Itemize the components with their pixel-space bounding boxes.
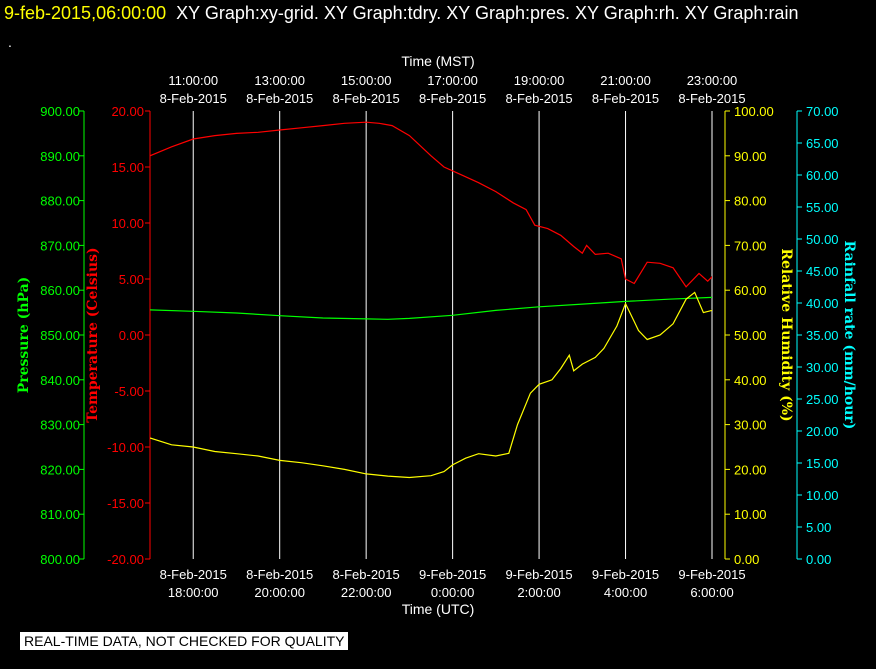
bottom-tick-label-date: 8-Feb-2015 <box>160 567 227 582</box>
top-tick-label-time: 19:00:00 <box>514 73 565 88</box>
rainfall-tick-label: 35.00 <box>806 328 839 343</box>
humidity-tick-label: 30.00 <box>734 418 767 433</box>
top-tick-label-date: 8-Feb-2015 <box>246 91 313 106</box>
top-tick-label-time: 23:00:00 <box>687 73 738 88</box>
humidity-tick-label: 40.00 <box>734 373 767 388</box>
temperature-tick-label: -20.00 <box>107 552 144 567</box>
temperature-tick-label: 10.00 <box>111 216 144 231</box>
humidity-tick-label: 50.00 <box>734 328 767 343</box>
top-tick-label-date: 8-Feb-2015 <box>160 91 227 106</box>
pressure-tick-label: 800.00 <box>40 552 80 567</box>
rainfall-tick-label: 40.00 <box>806 296 839 311</box>
rainfall-tick-label: 45.00 <box>806 264 839 279</box>
top-tick-label-time: 21:00:00 <box>600 73 651 88</box>
pressure-tick-label: 810.00 <box>40 507 80 522</box>
pressure-tick-label: 900.00 <box>40 104 80 119</box>
date-stamp: 9-feb-2015,06:00:00 <box>4 3 167 23</box>
temperature-tick-label: -15.00 <box>107 496 144 511</box>
bottom-tick-label-date: 9-Feb-2015 <box>505 567 572 582</box>
bottom-tick-label-date: 8-Feb-2015 <box>333 567 400 582</box>
pressure-tick-label: 880.00 <box>40 194 80 209</box>
top-tick-label-date: 8-Feb-2015 <box>419 91 486 106</box>
rainfall-tick-label: 0.00 <box>806 552 831 567</box>
rainfall-tick-label: 50.00 <box>806 232 839 247</box>
top-tick-label-date: 8-Feb-2015 <box>333 91 400 106</box>
temperature-tick-label: 20.00 <box>111 104 144 119</box>
top-tick-label-time: 15:00:00 <box>341 73 392 88</box>
rainfall-tick-label: 60.00 <box>806 168 839 183</box>
bottom-tick-label-time: 22:00:00 <box>341 585 392 600</box>
rainfall-tick-label: 25.00 <box>806 392 839 407</box>
pressure-tick-label: 820.00 <box>40 462 80 477</box>
top-tick-label-date: 8-Feb-2015 <box>592 91 659 106</box>
humidity-axis-title: Relative Humidity (%) <box>778 248 794 421</box>
humidity-series-line <box>150 291 712 479</box>
temperature-axis-title: Temperature (Celsius) <box>85 247 101 422</box>
temperature-tick-label: -10.00 <box>107 440 144 455</box>
pressure-series-line <box>150 296 712 320</box>
bottom-tick-label-time: 4:00:00 <box>604 585 647 600</box>
rainfall-tick-label: 55.00 <box>806 200 839 215</box>
pressure-tick-label: 850.00 <box>40 328 80 343</box>
bottom-tick-label-time: 18:00:00 <box>168 585 219 600</box>
humidity-tick-label: 90.00 <box>734 149 767 164</box>
bottom-tick-label-date: 8-Feb-2015 <box>246 567 313 582</box>
rainfall-tick-label: 65.00 <box>806 136 839 151</box>
bottom-tick-label-date: 9-Feb-2015 <box>678 567 745 582</box>
pressure-tick-label: 830.00 <box>40 418 80 433</box>
graph-list: XY Graph:xy-grid. XY Graph:tdry. XY Grap… <box>176 3 799 23</box>
rainfall-tick-label: 20.00 <box>806 424 839 439</box>
top-tick-label-date: 8-Feb-2015 <box>505 91 572 106</box>
bottom-axis-title: Time (UTC) <box>402 601 475 617</box>
top-tick-label-time: 11:00:00 <box>168 73 218 88</box>
temperature-tick-label: 15.00 <box>111 160 144 175</box>
bottom-tick-label-time: 6:00:00 <box>690 585 733 600</box>
header-dot: . <box>8 34 12 50</box>
bottom-tick-label-time: 2:00:00 <box>517 585 560 600</box>
humidity-tick-label: 80.00 <box>734 194 767 209</box>
humidity-tick-label: 60.00 <box>734 283 767 298</box>
quality-notice: REAL-TIME DATA, NOT CHECKED FOR QUALITY <box>20 632 349 650</box>
humidity-tick-label: 100.00 <box>734 104 774 119</box>
temperature-tick-label: 5.00 <box>119 272 144 287</box>
bottom-tick-label-time: 20:00:00 <box>254 585 305 600</box>
pressure-tick-label: 860.00 <box>40 283 80 298</box>
header-title: 9-feb-2015,06:00:00 XY Graph:xy-grid. XY… <box>4 3 798 23</box>
bottom-tick-label-time: 0:00:00 <box>431 585 474 600</box>
top-axis-title: Time (MST) <box>401 53 474 69</box>
humidity-tick-label: 20.00 <box>734 462 767 477</box>
temperature-tick-label: 0.00 <box>119 328 144 343</box>
pressure-axis-title: Pressure (hPa) <box>16 277 32 394</box>
rainfall-tick-label: 70.00 <box>806 104 839 119</box>
rainfall-tick-label: 15.00 <box>806 456 839 471</box>
humidity-tick-label: 10.00 <box>734 507 767 522</box>
pressure-tick-label: 890.00 <box>40 149 80 164</box>
top-tick-label-time: 13:00:00 <box>254 73 305 88</box>
rainfall-axis-title: Rainfall rate (mm/hour) <box>841 241 857 430</box>
humidity-tick-label: 70.00 <box>734 238 767 253</box>
top-tick-label-time: 17:00:00 <box>427 73 478 88</box>
temperature-tick-label: -5.00 <box>114 384 144 399</box>
pressure-tick-label: 840.00 <box>40 373 80 388</box>
rainfall-tick-label: 30.00 <box>806 360 839 375</box>
bottom-tick-label-date: 9-Feb-2015 <box>592 567 659 582</box>
rainfall-tick-label: 10.00 <box>806 488 839 503</box>
humidity-tick-label: 0.00 <box>734 552 759 567</box>
temperature-series-line <box>150 121 712 288</box>
bottom-tick-label-date: 9-Feb-2015 <box>419 567 486 582</box>
top-tick-label-date: 8-Feb-2015 <box>678 91 745 106</box>
pressure-tick-label: 870.00 <box>40 238 80 253</box>
rainfall-tick-label: 5.00 <box>806 520 831 535</box>
